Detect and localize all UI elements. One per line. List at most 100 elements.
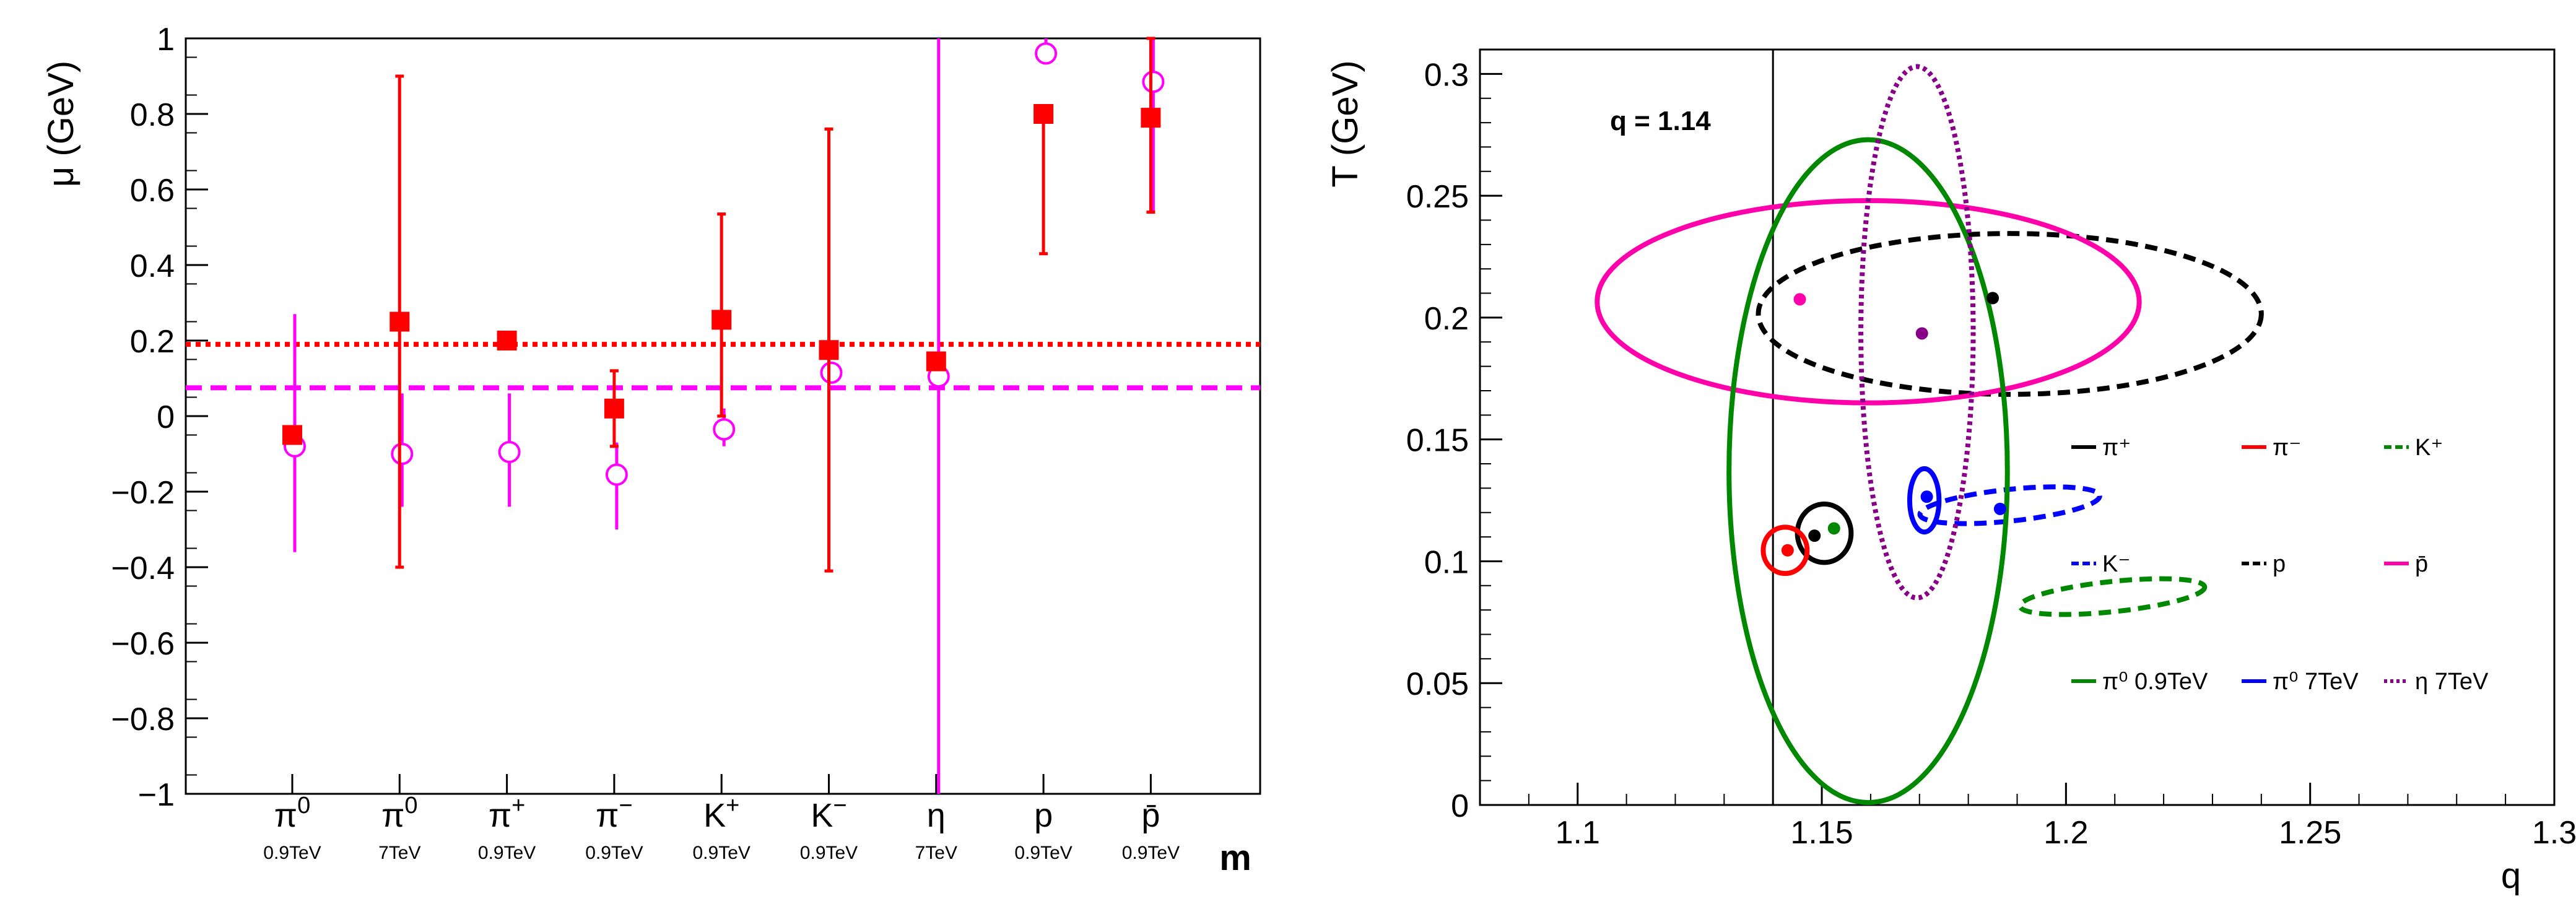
left-y-axis: 1 0.8 0.6 0.4 0.2 0 −0.2 −0.4 −0.6 −0.8 −1	[111, 22, 208, 813]
right-x-tick-label: 1.3	[2532, 815, 2576, 851]
left-category-label: π0	[381, 793, 417, 834]
left-x-axis: π00.9TeVπ07TeVπ+0.9TeVπ−0.9TeVK+0.9TeVK−…	[263, 774, 1180, 863]
category-superscript: 0	[297, 793, 310, 819]
legend-label: π⁺	[2102, 435, 2131, 461]
left-category-sublabel: 0.9TeV	[1014, 843, 1072, 863]
legend-label: π⁰ 0.9TeV	[2102, 669, 2208, 695]
right-y-tick-label: 0	[1451, 788, 1469, 824]
left-y-tick-label: 0.2	[130, 324, 175, 360]
best-fit-point	[1920, 490, 1933, 503]
legend-label: p	[2273, 551, 2286, 577]
left-y-tick-label: −0.2	[111, 475, 175, 511]
right-x-axis-label: q	[2501, 856, 2521, 896]
category-name: K	[811, 797, 833, 834]
right-chart: 0 0.05 0.1 0.15 0.2 0.25 0.3 1.1 1.15 1.2 1.25 1.3…	[1325, 48, 2576, 896]
right-legend: π⁺ π⁻ K⁺ K⁻ p p̄ π⁰ 0.9TeV π⁰ 7TeV η 7TeV	[2071, 435, 2489, 695]
right-y-tick-label: 0.15	[1406, 423, 1469, 459]
right-y-axis-label: T (GeV)	[1325, 60, 1365, 187]
right-y-tick-label: 0.05	[1406, 666, 1469, 702]
left-y-tick-label: −0.8	[111, 702, 175, 737]
left-y-tick-label: 0	[157, 399, 175, 435]
category-name: π	[596, 797, 619, 834]
best-fit-point	[1808, 529, 1821, 542]
confidence-ellipse	[2017, 576, 2208, 617]
best-fit-point	[1915, 327, 1928, 340]
left-category-sublabel: 7TeV	[378, 843, 420, 863]
data-point-circle	[605, 463, 628, 486]
left-y-tick-label: −1	[138, 777, 175, 813]
left-category-label: p̄	[1141, 797, 1160, 834]
left-category-label: π−	[596, 793, 632, 834]
right-x-tick-label: 1.15	[1790, 815, 1853, 851]
left-chart: 10.80.60.40.20−0.2−0.4−0.6−0.8−1 π00.9Te…	[41, 22, 1261, 878]
left-series	[282, 37, 1165, 794]
left-category-sublabel: 0.9TeV	[692, 843, 750, 863]
left-category-sublabel: 0.9TeV	[800, 843, 858, 863]
right-x-axis: 1.1 1.15 1.2 1.25 1.3	[1479, 783, 2576, 851]
data-point-circle	[391, 443, 414, 465]
confidence-ellipse	[1756, 231, 2264, 397]
series-square	[282, 37, 1161, 573]
category-superscript: −	[619, 793, 632, 819]
data-point-circle	[1035, 42, 1058, 65]
data-point-circle	[498, 440, 521, 463]
category-superscript: −	[833, 793, 846, 819]
left-y-axis-label: μ (GeV)	[41, 61, 81, 187]
category-name: π	[489, 797, 511, 834]
confidence-ellipse	[1760, 524, 1810, 576]
right-x-tick-label: 1.1	[1556, 815, 1600, 851]
data-point-square	[282, 425, 302, 445]
left-category-sublabel: 0.9TeV	[585, 843, 643, 863]
left-y-tick-label: 0.6	[130, 173, 175, 209]
right-y-tick-label: 0.25	[1406, 179, 1469, 215]
legend-label: K⁺	[2415, 435, 2443, 461]
best-fit-point	[1781, 544, 1794, 557]
right-y-tick-label: 0.2	[1424, 301, 1469, 337]
confidence-ellipse	[1726, 137, 2010, 806]
left-category-sublabel: 0.9TeV	[263, 843, 321, 863]
best-fit-point	[1993, 502, 2006, 515]
left-y-tick-label: 0.8	[130, 97, 175, 133]
left-category-sublabel: 0.9TeV	[478, 843, 536, 863]
best-fit-point	[1986, 292, 1999, 305]
category-name: p	[1034, 797, 1053, 834]
category-name: π	[381, 797, 404, 834]
category-name: K	[703, 797, 726, 834]
data-point-square	[497, 331, 517, 350]
category-name: η	[927, 797, 946, 834]
data-point-circle	[713, 418, 736, 441]
legend-label: p̄	[2415, 551, 2428, 577]
left-category-label: π+	[489, 793, 525, 834]
right-y-tick-label: 0.3	[1424, 57, 1469, 93]
data-point-square	[604, 398, 624, 419]
legend-label: K⁻	[2102, 551, 2130, 577]
right-x-tick-label: 1.2	[2043, 815, 2088, 851]
left-y-tick-label: −0.4	[111, 550, 175, 586]
category-superscript: 0	[404, 793, 417, 819]
category-superscript: +	[511, 793, 525, 819]
data-point-square	[819, 340, 839, 360]
left-category-label: π0	[274, 793, 310, 834]
left-category-sublabel: 7TeV	[915, 843, 957, 863]
confidence-ellipse	[1907, 466, 1942, 535]
data-point-square	[926, 351, 946, 372]
legend-label: π⁰ 7TeV	[2273, 669, 2359, 695]
left-category-label: p	[1034, 797, 1053, 834]
best-fit-point	[1827, 522, 1840, 535]
category-name: π	[274, 797, 297, 834]
left-y-tick-label: 1	[157, 22, 175, 58]
right-y-axis: 0 0.05 0.1 0.15 0.2 0.25 0.3	[1406, 57, 1502, 824]
right-points	[1781, 292, 2006, 557]
data-point-square	[1141, 108, 1161, 128]
left-category-sublabel: 0.9TeV	[1122, 843, 1180, 863]
right-y-tick-label: 0.1	[1424, 544, 1469, 580]
category-name: p̄	[1141, 797, 1160, 834]
data-point-circle	[1142, 71, 1165, 94]
left-category-label: K+	[703, 793, 739, 834]
best-fit-point	[1793, 293, 1806, 306]
left-y-tick-label: 0.4	[130, 248, 175, 284]
q-annotation: q = 1.14	[1610, 106, 1711, 136]
data-point-square	[389, 311, 410, 332]
